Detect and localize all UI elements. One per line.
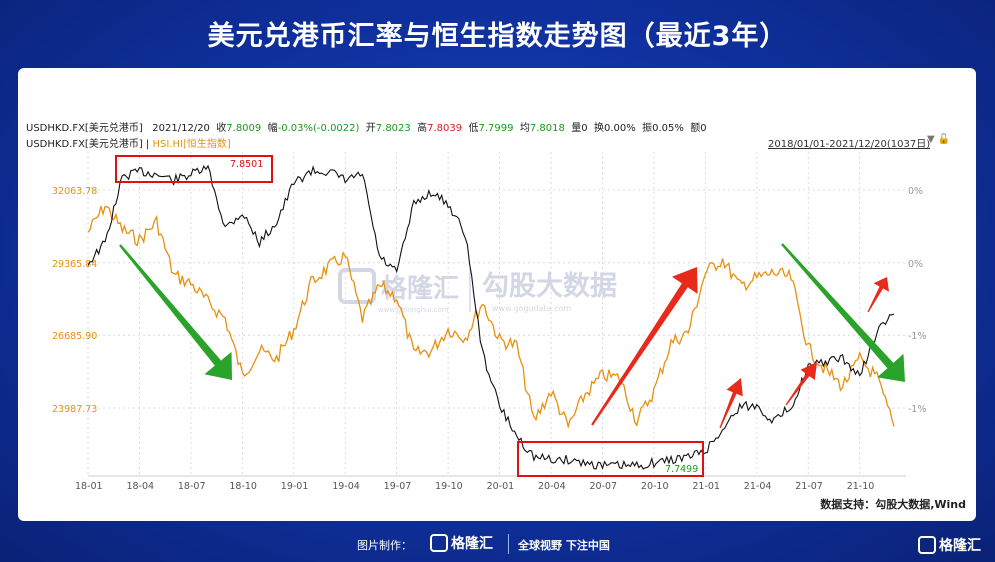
low-value-label: 7.7499 [665,464,698,475]
turnover-value: 换0.00% [593,123,636,134]
range-controls: ▼ 🔓 [927,134,950,145]
red-up-arrow-icon [591,267,698,426]
date-range-link[interactable]: 2018/01/01-2021/12/20(1037日) [768,139,931,150]
corner-logo-text: 格隆汇 [939,537,981,554]
chart-legend: USDHKD.FX[美元兑港币] | HSI.HI[恒生指数] [26,135,231,150]
x-tick-label: 19-01 [281,481,309,492]
red-up-arrow-icon [719,378,743,429]
watermark: 格隆汇 www.gelonghui.com 勾股大数据 www.gogudata… [338,268,617,314]
quote-symbol: USDHKD.FX[美元兑港币] [26,123,143,134]
footer-logo-text: 格隆汇 [451,535,493,552]
avg-value: 7.8018 [529,123,565,134]
chart-card [18,68,976,521]
footer-made-by: 图片制作： [357,539,412,552]
lock-icon[interactable]: 🔓 [937,134,951,145]
x-tick-label: 21-07 [795,481,823,492]
x-tick-label: 18-07 [178,481,206,492]
quote-info-bar: USDHKD.FX[美元兑港币] 2021/12/20 收7.8009 幅-0.… [26,119,707,134]
amplitude-value: 振0.05% [642,123,684,134]
x-tick-label: 21-10 [847,481,875,492]
open-value: 7.8023 [375,123,411,134]
right-axis-ticks: 0% 0% -1% -1% [908,186,927,415]
change-value: -0.03%(-0.0022) [277,123,360,134]
x-tick-label: 20-10 [641,481,669,492]
green-down-arrow-icon [119,244,232,380]
left-tick-label: 23987.73 [52,404,97,415]
annotations: 7.8501 7.7499 [115,155,905,477]
corner-logo: 格隆汇 [918,534,988,556]
footer: 图片制作： 格隆汇 全球视野 下注中国 格隆汇 [0,522,995,562]
change-label: 幅 [267,123,278,134]
usdhkd-line [87,164,895,470]
dropdown-triangle-icon[interactable]: ▼ [927,134,935,145]
x-tick-label: 20-01 [487,481,515,492]
amount-value: 额0 [690,123,707,134]
watermark-brand2-sub: www.gogudata.com [492,304,571,313]
hsi-line [87,205,895,429]
quote-date: 2021/12/20 [152,123,210,134]
low-highlight-box [517,441,704,477]
close-value: 7.8009 [226,123,262,134]
page-title: 美元兑港币汇率与恒生指数走势图（最近3年） [207,21,788,52]
x-axis-ticks: 18-01 18-04 18-07 18-10 19-01 19-04 19-07 19-10… [75,481,874,492]
right-tick-label: 0% [908,259,923,270]
right-tick-label: -1% [908,404,927,415]
watermark-brand1: 格隆汇 [381,273,459,304]
right-tick-label: 0% [908,186,923,197]
high-value-label: 7.8501 [230,159,263,170]
gelonghui-logo-icon [430,533,448,552]
x-tick-label: 19-10 [435,481,463,492]
x-tick-label: 21-04 [744,481,772,492]
legend-usdhkd[interactable]: USDHKD.FX[美元兑港币] [26,139,143,150]
close-label: 收 [216,123,227,134]
legend-separator: | [145,139,150,150]
x-tick-label: 20-07 [589,481,617,492]
footer-logo: 格隆汇 [430,532,530,554]
low-value: 7.7999 [478,123,514,134]
watermark-logo-icon [338,268,376,304]
series-lines [87,164,895,470]
x-tick-label: 18-04 [126,481,154,492]
watermark-brand1-sub: www.gelonghui.com [378,306,449,314]
corner-logo-icon [918,535,936,554]
footer-divider [508,534,509,554]
high-highlight-box [115,155,273,183]
left-axis-ticks: 32063.78 29365.84 26685.90 23987.73 [52,186,97,415]
green-down-arrow-icon [781,243,905,382]
low-label: 低 [468,123,479,134]
high-value: 7.8039 [427,123,463,134]
footer-slogan: 全球视野 下注中国 [518,539,610,552]
red-up-arrow-icon [867,277,890,313]
x-tick-label: 19-04 [332,481,360,492]
x-tick-label: 20-04 [538,481,566,492]
left-tick-label: 32063.78 [52,186,97,197]
high-label: 高 [417,123,428,134]
x-tick-label: 21-01 [692,481,720,492]
right-tick-label: -1% [908,331,927,342]
watermark-brand2: 勾股大数据 [482,271,617,302]
x-tick-label: 18-01 [75,481,103,492]
x-tick-label: 19-07 [384,481,412,492]
volume-value: 量0 [571,123,588,134]
left-tick-label: 26685.90 [52,331,97,342]
data-source: 数据支持：勾股大数据,Wind [820,498,966,511]
chart-grid [87,152,906,477]
open-label: 开 [365,123,376,134]
avg-label: 均 [519,123,530,134]
x-tick-label: 18-10 [229,481,257,492]
left-tick-label: 29365.84 [52,259,97,270]
legend-hsi[interactable]: HSI.HI[恒生指数] [152,139,231,150]
red-up-arrow-icon [785,362,817,406]
